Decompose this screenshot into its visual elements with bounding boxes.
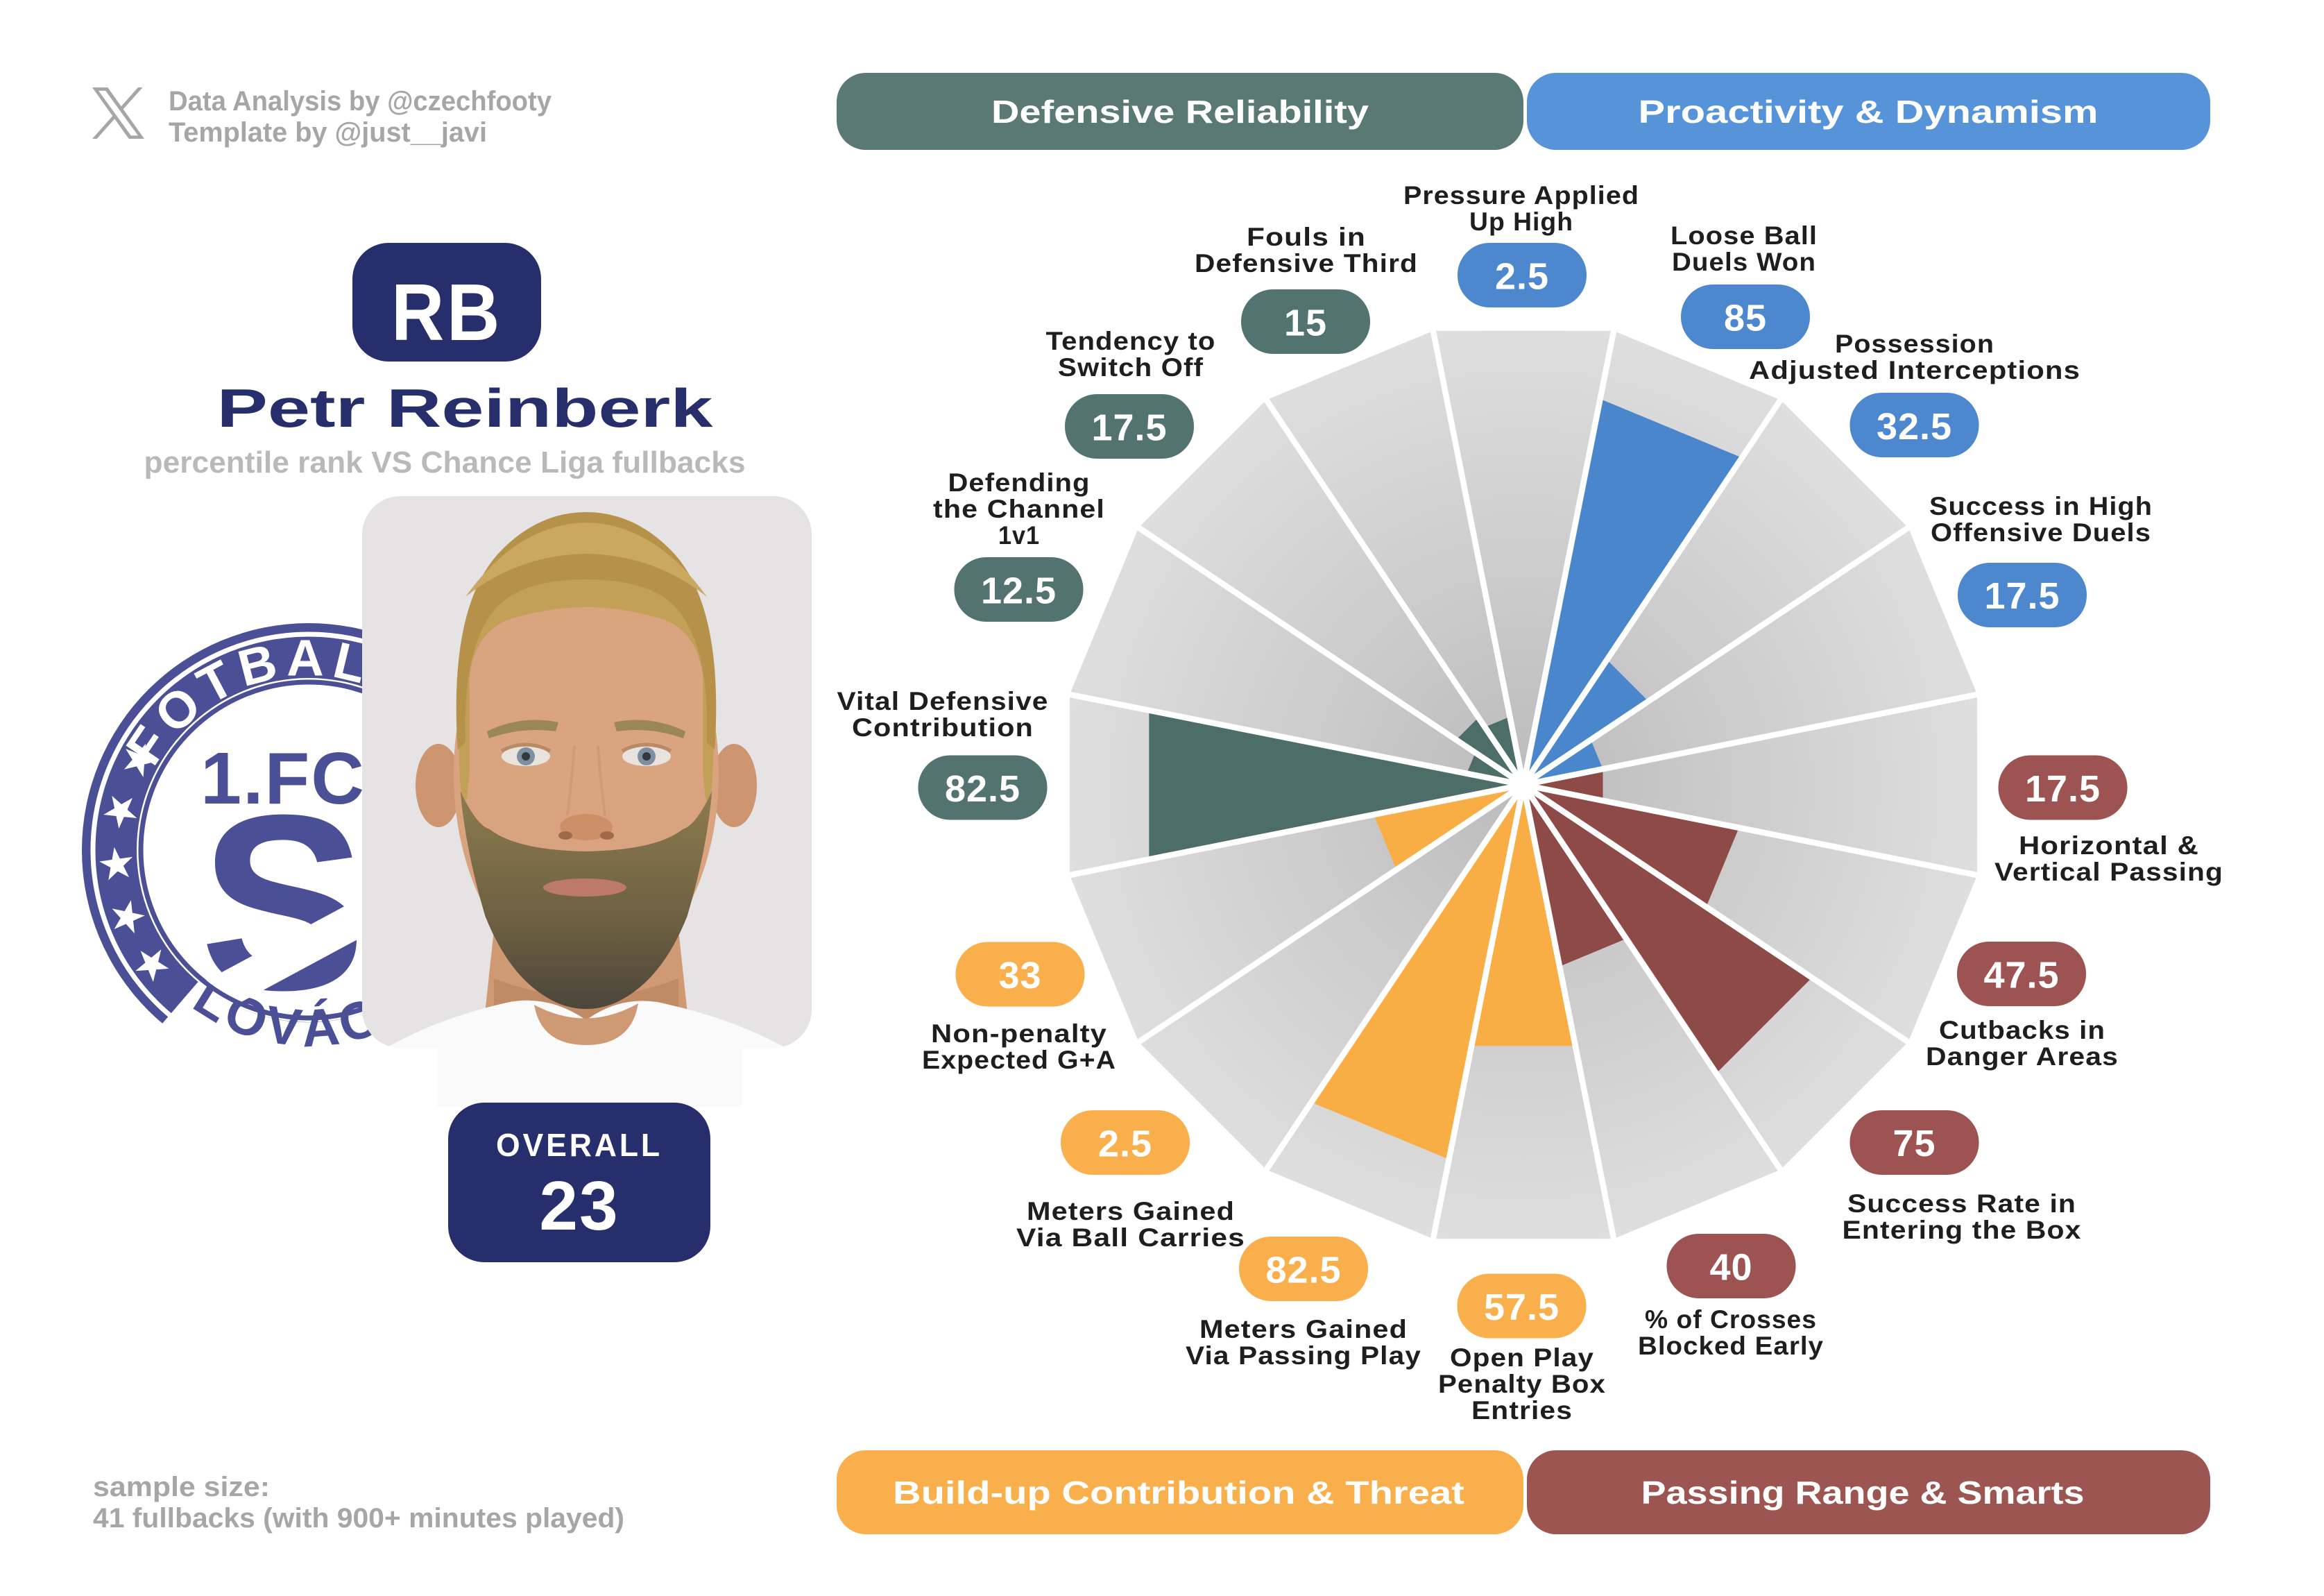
svg-text:Loose Ball: Loose Ball <box>1671 221 1818 250</box>
svg-text:85: 85 <box>1724 298 1767 339</box>
svg-text:the Channel: the Channel <box>933 495 1105 523</box>
svg-text:82.5: 82.5 <box>1265 1250 1341 1291</box>
svg-text:Danger Areas: Danger Areas <box>1926 1042 2119 1071</box>
svg-text:Penalty Box: Penalty Box <box>1438 1370 1606 1398</box>
svg-text:Entering the Box: Entering the Box <box>1843 1216 2082 1244</box>
svg-text:sample size:: sample size: <box>93 1472 270 1502</box>
svg-text:Vertical Passing: Vertical Passing <box>1994 858 2223 886</box>
svg-text:Meters Gained: Meters Gained <box>1199 1315 1408 1343</box>
svg-text:Expected G+A: Expected G+A <box>922 1046 1116 1074</box>
svg-text:23: 23 <box>539 1167 619 1245</box>
svg-text:57.5: 57.5 <box>1484 1287 1560 1328</box>
svg-text:47.5: 47.5 <box>1983 955 2059 996</box>
svg-text:Defensive Reliability: Defensive Reliability <box>991 94 1369 130</box>
svg-text:Entries: Entries <box>1471 1396 1573 1425</box>
svg-text:17.5: 17.5 <box>2025 768 2101 810</box>
svg-text:Pressure Applied: Pressure Applied <box>1403 181 1639 210</box>
svg-text:17.5: 17.5 <box>1091 407 1167 449</box>
svg-text:Via Ball Carries: Via Ball Carries <box>1016 1223 1245 1252</box>
svg-text:75: 75 <box>1892 1123 1936 1164</box>
svg-text:★: ★ <box>96 840 137 888</box>
svg-text:Cutbacks in: Cutbacks in <box>1939 1016 2105 1044</box>
svg-text:Horizontal &: Horizontal & <box>2019 831 2199 860</box>
svg-text:% of Crosses: % of Crosses <box>1645 1305 1817 1334</box>
svg-text:Non-penalty: Non-penalty <box>931 1019 1107 1048</box>
svg-text:Success in High: Success in High <box>1929 492 2153 520</box>
svg-text:17.5: 17.5 <box>1984 575 2060 617</box>
svg-text:Petr Reinberk: Petr Reinberk <box>217 377 714 439</box>
svg-text:Defending: Defending <box>948 468 1091 497</box>
svg-text:Up High: Up High <box>1469 207 1573 236</box>
svg-text:Build-up Contribution & Threat: Build-up Contribution & Threat <box>893 1475 1464 1511</box>
svg-text:Switch Off: Switch Off <box>1058 353 1204 382</box>
svg-text:Via Passing Play: Via Passing Play <box>1186 1341 1421 1370</box>
svg-text:1.FC: 1.FC <box>200 738 366 820</box>
svg-text:Adjusted Interceptions: Adjusted Interceptions <box>1749 356 2081 384</box>
svg-text:Blocked Early: Blocked Early <box>1638 1332 1824 1360</box>
svg-text:Data Analysis by @czechfooty: Data Analysis by @czechfooty <box>169 86 552 117</box>
svg-text:12.5: 12.5 <box>981 570 1057 612</box>
svg-text:1v1: 1v1 <box>998 521 1040 550</box>
svg-text:Meters Gained: Meters Gained <box>1027 1197 1235 1225</box>
svg-text:percentile rank VS Chance Liga: percentile rank VS Chance Liga fullbacks <box>144 445 746 479</box>
svg-text:Fouls in: Fouls in <box>1247 223 1366 251</box>
svg-text:Success Rate in: Success Rate in <box>1847 1189 2076 1218</box>
svg-text:Tendency to: Tendency to <box>1046 327 1216 355</box>
svg-text:41 fullbacks (with 900+ minute: 41 fullbacks (with 900+ minutes played) <box>93 1503 624 1534</box>
svg-text:32.5: 32.5 <box>1877 406 1952 448</box>
svg-text:40: 40 <box>1709 1247 1752 1289</box>
svg-text:33: 33 <box>998 955 1041 996</box>
svg-text:Offensive Duels: Offensive Duels <box>1931 518 2151 547</box>
svg-text:OVERALL: OVERALL <box>496 1127 663 1163</box>
svg-text:Vital Defensive: Vital Defensive <box>837 687 1049 715</box>
svg-text:Passing Range & Smarts: Passing Range & Smarts <box>1641 1475 2085 1511</box>
svg-text:Contribution: Contribution <box>852 713 1034 742</box>
svg-text:Proactivity & Dynamism: Proactivity & Dynamism <box>1639 94 2099 130</box>
svg-text:RB: RB <box>391 267 502 357</box>
svg-text:Open Play: Open Play <box>1450 1343 1594 1372</box>
svg-text:Defensive Third: Defensive Third <box>1195 249 1418 278</box>
svg-text:Possession: Possession <box>1835 330 1994 358</box>
svg-text:82.5: 82.5 <box>945 768 1020 810</box>
svg-text:Duels Won: Duels Won <box>1672 248 1816 276</box>
svg-text:2.5: 2.5 <box>1495 256 1549 298</box>
svg-text:Template by @just__javi: Template by @just__javi <box>169 117 487 148</box>
svg-text:15: 15 <box>1284 303 1327 344</box>
svg-text:2.5: 2.5 <box>1098 1123 1152 1165</box>
